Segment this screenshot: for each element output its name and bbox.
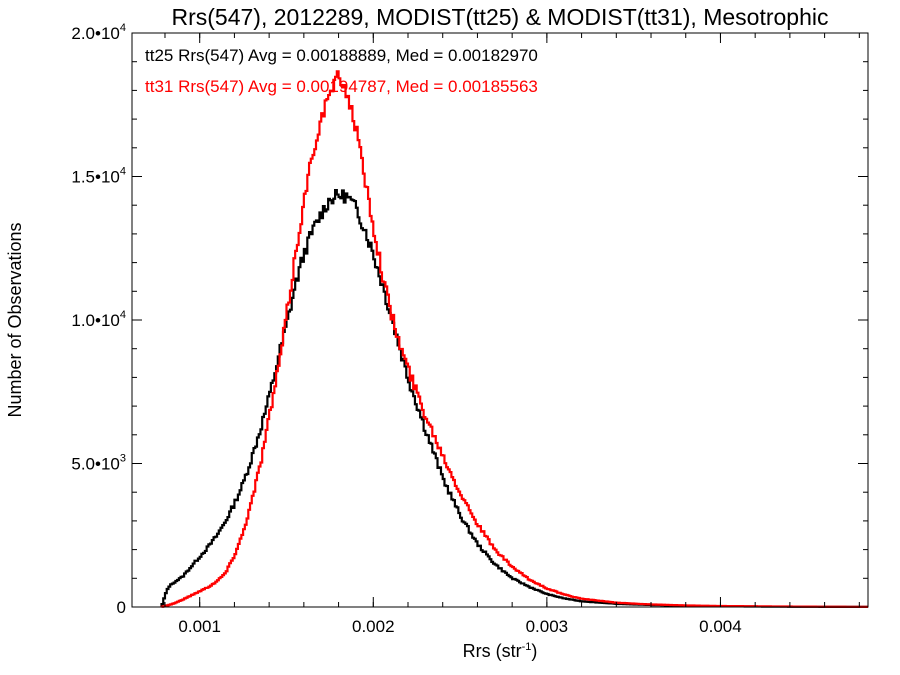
y-tick-mantissa: 5.0•10 [71, 455, 120, 474]
y-tick-mantissa: 2.0•10 [71, 24, 120, 43]
plot-lines [160, 70, 868, 609]
x-tick-label: 0.001 [178, 617, 221, 636]
series-line-tt25 [160, 189, 868, 609]
y-tick-label: 0 [117, 598, 126, 617]
y-tick-mantissa: 1.5•10 [71, 168, 120, 187]
y-tick-label: 2.0•104 [71, 22, 126, 43]
x-axis-label-base: Rrs (str [463, 641, 522, 661]
y-tick-label: 1.5•104 [71, 166, 126, 187]
plot-frame [131, 32, 869, 608]
y-tick-label: 5.0•103 [71, 453, 126, 474]
x-tick-labels: 0.001 0.002 0.003 0.004 [178, 617, 741, 636]
y-axis-label: Number of Observations [5, 222, 25, 417]
y-tick-mantissa: 0 [117, 598, 126, 617]
chart-title: Rrs(547), 2012289, MODIST(tt25) & MODIST… [172, 4, 829, 30]
x-tick-label: 0.002 [352, 617, 395, 636]
series-annotation-tt25: tt25 Rrs(547) Avg = 0.00188889, Med = 0.… [145, 46, 538, 65]
x-tick-label: 0.004 [699, 617, 742, 636]
axis-ticks [132, 32, 868, 608]
x-tick-label: 0.003 [526, 617, 569, 636]
y-tick-exponent: 4 [120, 22, 126, 34]
y-tick-exponent: 3 [120, 453, 126, 465]
series-line-tt31 [160, 70, 868, 608]
y-tick-exponent: 4 [120, 166, 126, 178]
x-axis-label-close: ) [531, 641, 537, 661]
y-tick-exponent: 4 [120, 309, 126, 321]
x-axis-label-sup: -1 [522, 641, 532, 653]
x-axis-label: Rrs (str-1) [463, 641, 538, 661]
y-tick-mantissa: 1.0•10 [71, 311, 120, 330]
y-tick-label: 1.0•104 [71, 309, 126, 330]
series-annotation-tt31: tt31 Rrs(547) Avg = 0.00194787, Med = 0.… [145, 77, 538, 96]
